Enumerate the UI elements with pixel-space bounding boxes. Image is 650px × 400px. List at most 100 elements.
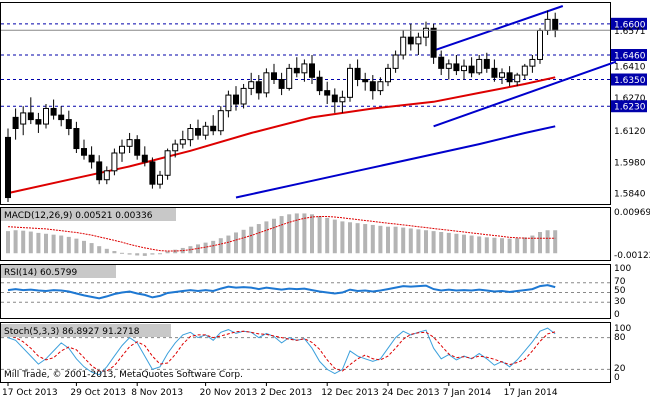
macd-bar (553, 230, 558, 254)
candle-body (35, 119, 42, 125)
candle-body (354, 67, 361, 81)
candle-body (233, 94, 239, 105)
price-tick-label: 1.5840 (614, 190, 646, 200)
candle-body (271, 72, 277, 81)
rsi-tick-0: 0 (614, 310, 620, 320)
moving-average-line (235, 125, 556, 199)
macd-tick-bottom: -0.00122 (614, 251, 650, 261)
candle (461, 59, 467, 80)
candle (172, 139, 179, 158)
candle-body (50, 107, 57, 116)
candle (453, 55, 460, 76)
macd-bar (431, 231, 436, 254)
candle (377, 77, 384, 96)
candle (392, 50, 399, 73)
macd-bar (127, 253, 132, 255)
candle (491, 59, 498, 82)
stoch-frame (0, 322, 611, 383)
candle-body (195, 128, 201, 136)
candle (354, 59, 361, 87)
candle (369, 75, 376, 100)
macd-tick-top: 0.00969 (614, 208, 650, 218)
candle-body (12, 116, 19, 130)
candle (187, 124, 194, 147)
candle-body (96, 161, 103, 181)
macd-bar (386, 226, 390, 254)
macd-bar (401, 227, 406, 254)
macd-bar (36, 232, 41, 254)
macd-bar (530, 235, 535, 254)
macd-bar (211, 240, 216, 254)
candle-body (172, 143, 179, 152)
macd-bar (6, 231, 10, 254)
macd-bar (294, 213, 299, 254)
candle (483, 52, 490, 73)
macd-bar (370, 224, 375, 254)
candle-body (400, 36, 407, 56)
candle (149, 157, 156, 189)
macd-bar (332, 219, 337, 254)
time-tick-label: 17 Oct 2013 (2, 388, 58, 398)
candle (476, 55, 483, 76)
candle (27, 97, 34, 125)
stochastic-panel: Stoch(5,3,3) 86.8927 91.2718 100 80 20 0… (1, 324, 631, 383)
macd-bar (89, 243, 94, 254)
trend-line (433, 60, 617, 128)
candle (141, 146, 148, 167)
candle (240, 83, 247, 109)
candle (119, 139, 125, 162)
candle-body (521, 65, 528, 76)
macd-panel: MACD(12,26,9) 0.00521 0.00336 0.00969 -0… (1, 208, 650, 261)
candle-body (529, 58, 536, 67)
macd-bar (355, 223, 360, 254)
candle (248, 72, 255, 96)
macd-bar (454, 233, 459, 254)
rsi-title-background (1, 265, 116, 278)
macd-bar (500, 238, 504, 254)
candle (5, 128, 11, 202)
candle-body (514, 74, 521, 83)
candle-body (65, 119, 72, 130)
macd-bar (272, 218, 276, 254)
macd-bar (66, 236, 71, 254)
candle (233, 86, 239, 111)
candle-body (187, 128, 194, 141)
candle (271, 63, 277, 84)
candle (385, 63, 391, 87)
macd-bar (363, 224, 368, 254)
price-tick-label: 1.6270 (614, 94, 646, 104)
candle (347, 63, 353, 102)
candle-body (73, 128, 80, 150)
candle (65, 110, 72, 136)
candle (552, 12, 559, 38)
candle (81, 139, 87, 160)
candle (126, 132, 133, 153)
candle-body (461, 65, 467, 72)
macd-title: MACD(12,26,9) 0.00521 0.00336 (4, 211, 153, 221)
macd-bar (13, 230, 18, 254)
candle-body (202, 125, 209, 136)
candle-body (43, 107, 49, 125)
price-frame (0, 2, 611, 205)
candle (544, 10, 551, 35)
candle (255, 75, 262, 100)
macd-bar (74, 238, 79, 254)
macd-bar (408, 228, 413, 254)
price-level-box (611, 49, 647, 61)
rsi-levels (1, 282, 610, 303)
candle-body (347, 67, 353, 98)
stochastic-tick-20: 20 (614, 364, 626, 374)
macd-bar (82, 240, 86, 254)
candle-body (126, 139, 133, 147)
macd-bar (51, 234, 56, 254)
rsi-line (7, 284, 556, 300)
macd-bar (28, 231, 33, 254)
moving-averages (7, 76, 556, 199)
rsi-panel: RSI(14) 60.5799 100 70 50 30 0 (1, 264, 631, 320)
candle-body (88, 154, 95, 163)
stochastic-tick-80: 80 (614, 333, 626, 343)
candle (96, 155, 103, 185)
macd-bar (279, 216, 284, 254)
rsi-tick-100: 100 (614, 264, 631, 274)
candle-body (316, 76, 323, 92)
